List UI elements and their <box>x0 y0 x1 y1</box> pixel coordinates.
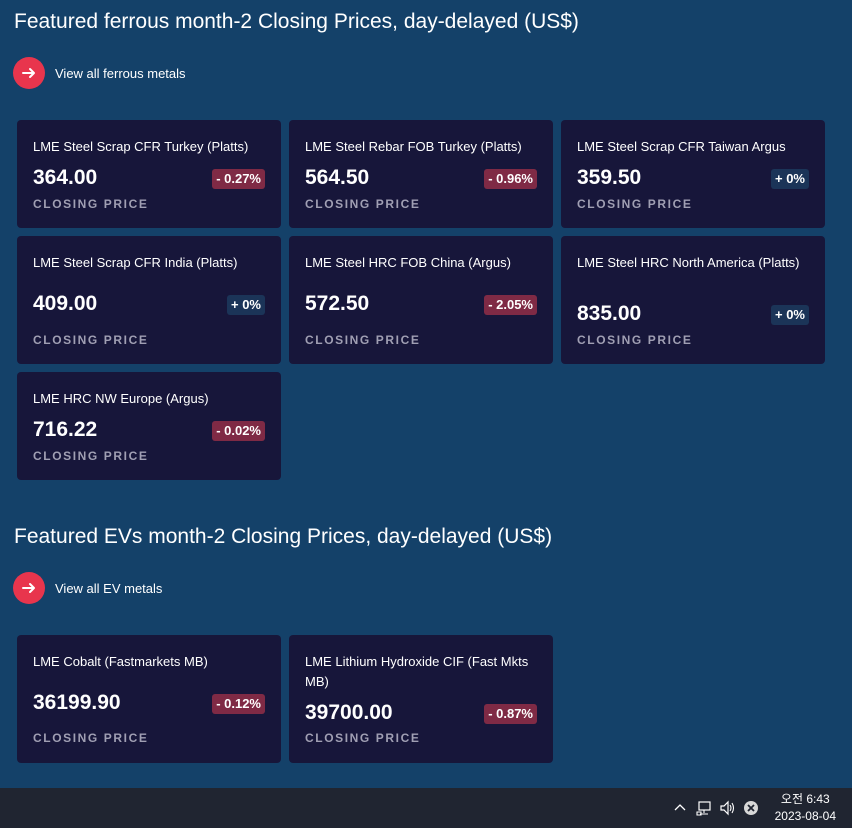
clock-time: 오전 6:43 <box>780 792 830 806</box>
change-badge: - 0.87% <box>484 704 537 724</box>
closing-price-label: CLOSING PRICE <box>305 731 421 745</box>
price-card[interactable]: LME HRC NW Europe (Argus) 716.22 - 0.02%… <box>17 372 281 480</box>
closing-price-label: CLOSING PRICE <box>33 449 149 463</box>
closing-price-value: 564.50 <box>305 166 370 189</box>
price-card[interactable]: LME Lithium Hydroxide CIF (Fast Mkts MB)… <box>289 635 553 763</box>
closing-price-label: CLOSING PRICE <box>305 333 421 347</box>
card-title: LME Steel Scrap CFR Turkey (Platts) <box>33 139 249 154</box>
change-badge: - 0.27% <box>212 169 265 189</box>
closing-price-label: CLOSING PRICE <box>577 197 693 211</box>
system-clock[interactable]: 오전 6:43 2023-08-04 <box>775 791 836 825</box>
card-title: LME Lithium Hydroxide CIF (Fast Mkts MB) <box>305 654 529 689</box>
card-title: LME Steel Scrap CFR India (Platts) <box>33 255 238 270</box>
closing-price-value: 39700.00 <box>305 701 393 724</box>
closing-price-value: 364.00 <box>33 166 98 189</box>
closing-price-label: CLOSING PRICE <box>33 197 149 211</box>
card-title: LME Steel HRC North America (Platts) <box>577 255 800 270</box>
closing-price-label: CLOSING PRICE <box>577 333 693 347</box>
view-all-ferrous-label: View all ferrous metals <box>55 65 186 81</box>
volume-icon[interactable] <box>719 800 737 821</box>
card-title: LME Steel Scrap CFR Taiwan Argus <box>577 139 786 154</box>
change-badge: - 0.96% <box>484 169 537 189</box>
view-all-ferrous-link[interactable]: View all ferrous metals <box>13 57 186 89</box>
closing-price-label: CLOSING PRICE <box>33 731 149 745</box>
card-title: LME Cobalt (Fastmarkets MB) <box>33 654 208 669</box>
price-card[interactable]: LME Cobalt (Fastmarkets MB) 36199.90 - 0… <box>17 635 281 763</box>
card-title: LME HRC NW Europe (Argus) <box>33 391 209 406</box>
price-card[interactable]: LME Steel HRC FOB China (Argus) 572.50 -… <box>289 236 553 364</box>
change-badge: + 0% <box>771 169 809 189</box>
closing-price-value: 36199.90 <box>33 691 121 714</box>
ferrous-section-title: Featured ferrous month-2 Closing Prices,… <box>14 10 579 33</box>
arrow-right-icon <box>13 572 45 604</box>
closing-price-value: 409.00 <box>33 292 98 315</box>
closing-price-value: 835.00 <box>577 302 642 325</box>
taskbar: 오전 6:43 2023-08-04 <box>0 788 852 828</box>
closing-price-label: CLOSING PRICE <box>33 333 149 347</box>
ev-section-title: Featured EVs month-2 Closing Prices, day… <box>14 525 553 548</box>
change-badge: - 0.12% <box>212 694 265 714</box>
clock-date: 2023-08-04 <box>774 809 836 823</box>
card-title: LME Steel HRC FOB China (Argus) <box>305 255 511 270</box>
change-badge: + 0% <box>227 295 265 315</box>
change-badge: - 0.02% <box>212 421 265 441</box>
change-badge: + 0% <box>771 305 809 325</box>
price-card[interactable]: LME Steel Rebar FOB Turkey (Platts) 564.… <box>289 120 553 228</box>
view-all-ev-link[interactable]: View all EV metals <box>13 572 162 604</box>
closing-price-value: 572.50 <box>305 292 370 315</box>
change-badge: - 2.05% <box>484 295 537 315</box>
closing-price-value: 359.50 <box>577 166 642 189</box>
card-title: LME Steel Rebar FOB Turkey (Platts) <box>305 139 522 154</box>
closing-price-label: CLOSING PRICE <box>305 197 421 211</box>
arrow-right-icon <box>13 57 45 89</box>
price-card[interactable]: LME Steel Scrap CFR India (Platts) 409.0… <box>17 236 281 364</box>
price-card[interactable]: LME Steel Scrap CFR Turkey (Platts) 364.… <box>17 120 281 228</box>
price-card[interactable]: LME Steel Scrap CFR Taiwan Argus 359.50 … <box>561 120 825 228</box>
closing-price-value: 716.22 <box>33 418 98 441</box>
chevron-up-icon[interactable] <box>673 800 687 819</box>
price-card[interactable]: LME Steel HRC North America (Platts) 835… <box>561 236 825 364</box>
network-icon[interactable] <box>696 800 712 821</box>
view-all-ev-label: View all EV metals <box>55 580 163 596</box>
close-circle-icon[interactable] <box>743 800 759 821</box>
